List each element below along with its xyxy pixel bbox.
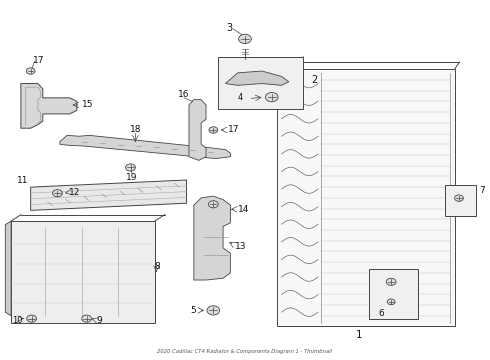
Bar <box>277 69 455 327</box>
Circle shape <box>125 164 135 171</box>
Text: 9: 9 <box>97 315 102 324</box>
Text: 10: 10 <box>12 315 23 324</box>
Circle shape <box>455 195 464 201</box>
Circle shape <box>386 278 396 285</box>
Text: 4: 4 <box>238 93 243 102</box>
Polygon shape <box>194 196 230 280</box>
Circle shape <box>27 315 36 322</box>
Text: 17: 17 <box>33 56 45 65</box>
Circle shape <box>52 190 62 197</box>
Circle shape <box>26 68 35 74</box>
Text: 5: 5 <box>191 306 196 315</box>
Text: 12: 12 <box>69 188 80 197</box>
Circle shape <box>82 315 92 322</box>
Bar <box>11 221 155 323</box>
Text: 19: 19 <box>126 173 138 182</box>
Circle shape <box>387 299 395 305</box>
Polygon shape <box>225 71 289 85</box>
Text: 11: 11 <box>17 176 28 185</box>
Text: 8: 8 <box>155 262 161 271</box>
Circle shape <box>239 34 251 44</box>
Text: 14: 14 <box>238 205 249 214</box>
Text: 7: 7 <box>479 186 485 195</box>
Text: 1: 1 <box>356 330 363 341</box>
Circle shape <box>207 306 220 315</box>
Text: 17: 17 <box>228 126 240 135</box>
Polygon shape <box>30 180 187 210</box>
Text: 2020 Cadillac CT4 Radiator & Components Diagram 1 - Thumbnail: 2020 Cadillac CT4 Radiator & Components … <box>157 349 333 354</box>
Bar <box>369 269 418 319</box>
Polygon shape <box>189 100 206 160</box>
Text: 3: 3 <box>227 23 233 33</box>
Circle shape <box>266 93 278 102</box>
Circle shape <box>209 127 218 133</box>
Polygon shape <box>5 221 11 316</box>
Text: 15: 15 <box>82 100 93 109</box>
Polygon shape <box>60 135 230 158</box>
Text: 2: 2 <box>311 75 317 85</box>
Text: 13: 13 <box>235 242 247 251</box>
Polygon shape <box>21 84 77 128</box>
Bar <box>445 185 476 216</box>
Text: 16: 16 <box>178 90 190 99</box>
Text: 6: 6 <box>378 309 384 318</box>
Circle shape <box>208 201 218 208</box>
Text: 18: 18 <box>130 126 141 135</box>
Bar <box>218 57 303 109</box>
